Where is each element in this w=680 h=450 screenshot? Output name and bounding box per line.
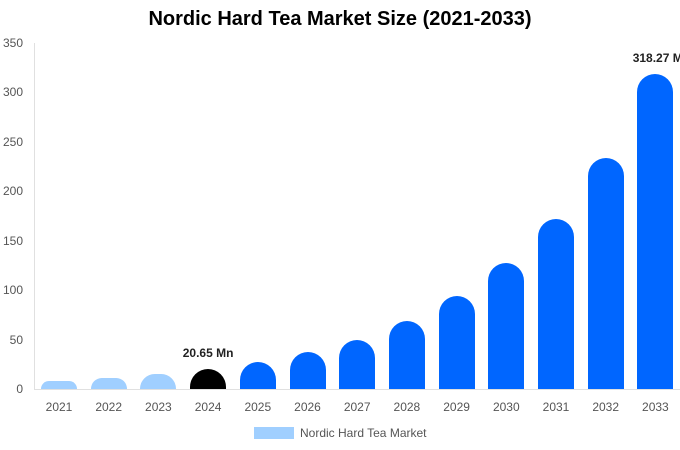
bar-2023[interactable] (140, 374, 177, 389)
bar-2029[interactable] (438, 296, 475, 389)
bar-2030[interactable] (488, 263, 525, 389)
bar-2028[interactable] (388, 320, 425, 389)
bar-2033[interactable] (637, 74, 674, 389)
x-tick-label: 2026 (294, 400, 321, 414)
bar-2026[interactable] (289, 352, 326, 389)
y-tick-label: 300 (2, 85, 23, 100)
bar-2032[interactable] (587, 157, 624, 389)
y-tick-label: 0 (16, 382, 23, 396)
x-tick-label: 2024 (194, 400, 222, 414)
bar-2031[interactable] (538, 218, 574, 389)
y-axis-line (34, 43, 35, 389)
legend-label: Nordic Hard Tea Market (300, 426, 427, 440)
x-tick-label: 2033 (642, 400, 669, 414)
x-tick-label: 2023 (145, 400, 172, 414)
x-tick-label: 2030 (492, 400, 520, 414)
chart-title: Nordic Hard Tea Market Size (2021-2033) (148, 8, 532, 30)
x-tick-label: 2021 (45, 400, 73, 414)
legend[interactable]: Nordic Hard Tea Market (254, 426, 427, 440)
x-tick-label: 2029 (443, 400, 470, 414)
data-label-2033: 318.27 Mn (632, 51, 680, 66)
x-tick-label: 2022 (95, 400, 123, 414)
bar-2027[interactable] (339, 339, 376, 389)
x-tick-label: 2031 (542, 400, 570, 414)
x-tick-label: 2032 (592, 400, 620, 414)
y-tick-label: 100 (2, 283, 23, 298)
y-tick-label: 50 (9, 332, 23, 347)
x-tick-label: 2025 (244, 400, 272, 414)
x-tick-label: 2028 (393, 400, 421, 414)
y-tick-label: 200 (2, 184, 23, 199)
x-tick-label: 2027 (343, 400, 371, 414)
legend-swatch (254, 427, 294, 439)
bar-2021[interactable] (41, 381, 77, 389)
bar-2022[interactable] (90, 378, 127, 389)
y-tick-label: 250 (2, 134, 23, 149)
bar-2024[interactable] (190, 368, 227, 389)
y-tick-label: 350 (2, 36, 23, 50)
bar-2025[interactable] (239, 362, 276, 389)
y-tick-label: 150 (2, 233, 23, 248)
data-label-2024: 20.65 Mn (182, 345, 234, 360)
x-axis-line (34, 389, 680, 390)
